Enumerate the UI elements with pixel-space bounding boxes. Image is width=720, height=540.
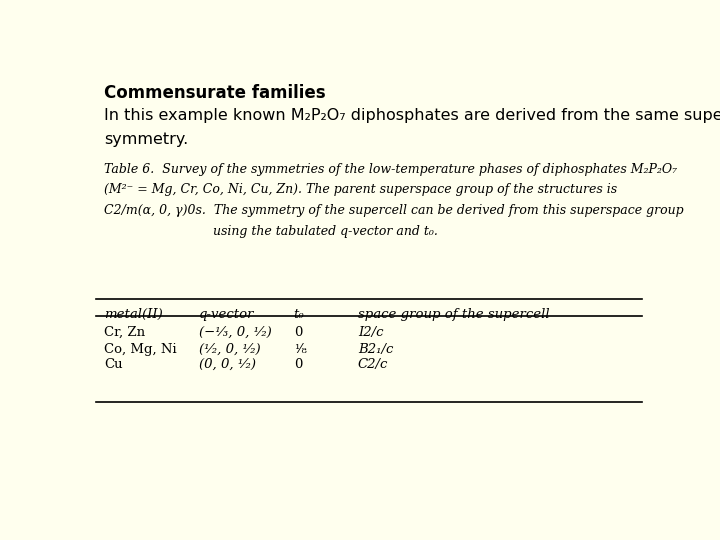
Text: space group of the supercell: space group of the supercell — [358, 308, 549, 321]
Text: (¹⁄₂, 0, ¹⁄₂): (¹⁄₂, 0, ¹⁄₂) — [199, 342, 261, 355]
Text: q-vector: q-vector — [199, 308, 254, 321]
Text: In this example known M₂P₂O₇ diphosphates are derived from the same superspace: In this example known M₂P₂O₇ diphosphate… — [104, 109, 720, 124]
Text: using the tabulated q-vector and t₀.: using the tabulated q-vector and t₀. — [213, 225, 438, 238]
Text: t₀: t₀ — [294, 308, 305, 321]
Text: 0: 0 — [294, 358, 302, 371]
Text: (0, 0, ¹⁄₂): (0, 0, ¹⁄₂) — [199, 358, 256, 371]
Text: 0: 0 — [294, 326, 302, 339]
Text: C2/m(α, 0, γ)0s.  The symmetry of the supercell can be derived from this supersp: C2/m(α, 0, γ)0s. The symmetry of the sup… — [104, 204, 683, 217]
Text: Cr, Zn: Cr, Zn — [104, 326, 145, 339]
Text: Cu: Cu — [104, 358, 122, 371]
Text: (M²⁻ = Mg, Cr, Co, Ni, Cu, Zn). The parent superspace group of the structures is: (M²⁻ = Mg, Cr, Co, Ni, Cu, Zn). The pare… — [104, 183, 617, 197]
Text: C2/c: C2/c — [358, 358, 388, 371]
Text: I2/c: I2/c — [358, 326, 383, 339]
Text: (−¹⁄₃, 0, ¹⁄₂): (−¹⁄₃, 0, ¹⁄₂) — [199, 326, 271, 339]
Text: B2₁/c: B2₁/c — [358, 342, 393, 355]
Text: metal(II): metal(II) — [104, 308, 163, 321]
Text: ¹⁄₈: ¹⁄₈ — [294, 342, 307, 355]
Text: symmetry.: symmetry. — [104, 132, 188, 147]
Text: Table 6.  Survey of the symmetries of the low-temperature phases of diphosphates: Table 6. Survey of the symmetries of the… — [104, 163, 677, 176]
Text: Commensurate families: Commensurate families — [104, 84, 325, 102]
Text: Co, Mg, Ni: Co, Mg, Ni — [104, 342, 176, 355]
